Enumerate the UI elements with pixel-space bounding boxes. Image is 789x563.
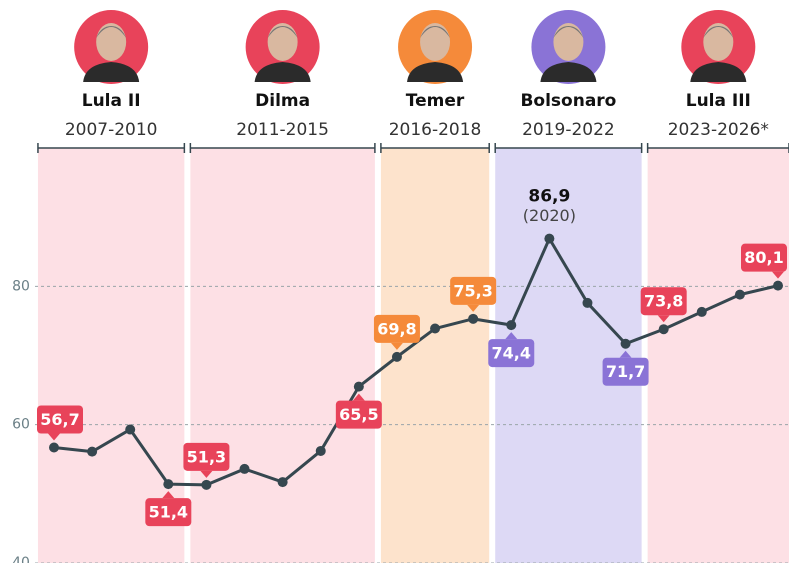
point [201,480,211,490]
y-tick-label: 80 [12,278,30,294]
peak-label: 86,9 [528,187,570,207]
period-years: 2016-2018 [389,120,482,140]
data-label: 74,4 [492,344,531,363]
point [506,320,516,330]
y-tick-label: 40 [12,555,30,563]
period-years: 2023-2026* [668,120,769,140]
avatar-face [96,23,126,61]
period-years: 2019-2022 [522,120,615,140]
point [49,442,59,452]
period-band [648,148,789,563]
period-years: 2007-2010 [65,120,158,140]
point [468,314,478,324]
data-label: 51,3 [187,447,226,466]
point [392,352,402,362]
point [735,290,745,300]
chart: Lula II 2007-2010 Dilma 2011-2015 Temer 2016-… [0,0,789,563]
point [354,382,364,392]
point [430,324,440,334]
point [582,298,592,308]
avatar [74,10,148,84]
point [125,425,135,435]
period-name: Temer [406,91,465,111]
avatar [681,10,755,84]
data-label: 69,8 [377,319,416,338]
data-label: 75,3 [453,281,492,300]
point [278,477,288,487]
period-name: Lula III [686,91,751,111]
avatar-face [268,23,298,61]
y-tick-label: 60 [12,417,30,433]
peak-annotation: (2020) [523,206,576,225]
point [659,324,669,334]
data-label: 56,7 [40,410,79,429]
data-label: 73,8 [644,292,683,311]
period-years: 2011-2015 [236,120,329,140]
avatar-face [553,23,583,61]
avatar [398,10,472,84]
avatar-face [420,23,450,61]
avatar [246,10,320,84]
point [87,447,97,457]
data-label: 71,7 [606,362,645,381]
point [621,339,631,349]
point [544,234,554,244]
period-name: Dilma [255,91,310,111]
period-band [190,148,375,563]
period-name: Lula II [82,91,141,111]
point [773,281,783,291]
avatar-face [703,23,733,61]
avatar [531,10,605,84]
data-label: 65,5 [339,405,378,424]
data-label: 80,1 [744,248,783,267]
data-label: 51,4 [149,503,188,522]
period-name: Bolsonaro [520,91,616,111]
point [697,307,707,317]
point [240,464,250,474]
point [163,479,173,489]
point [316,446,326,456]
